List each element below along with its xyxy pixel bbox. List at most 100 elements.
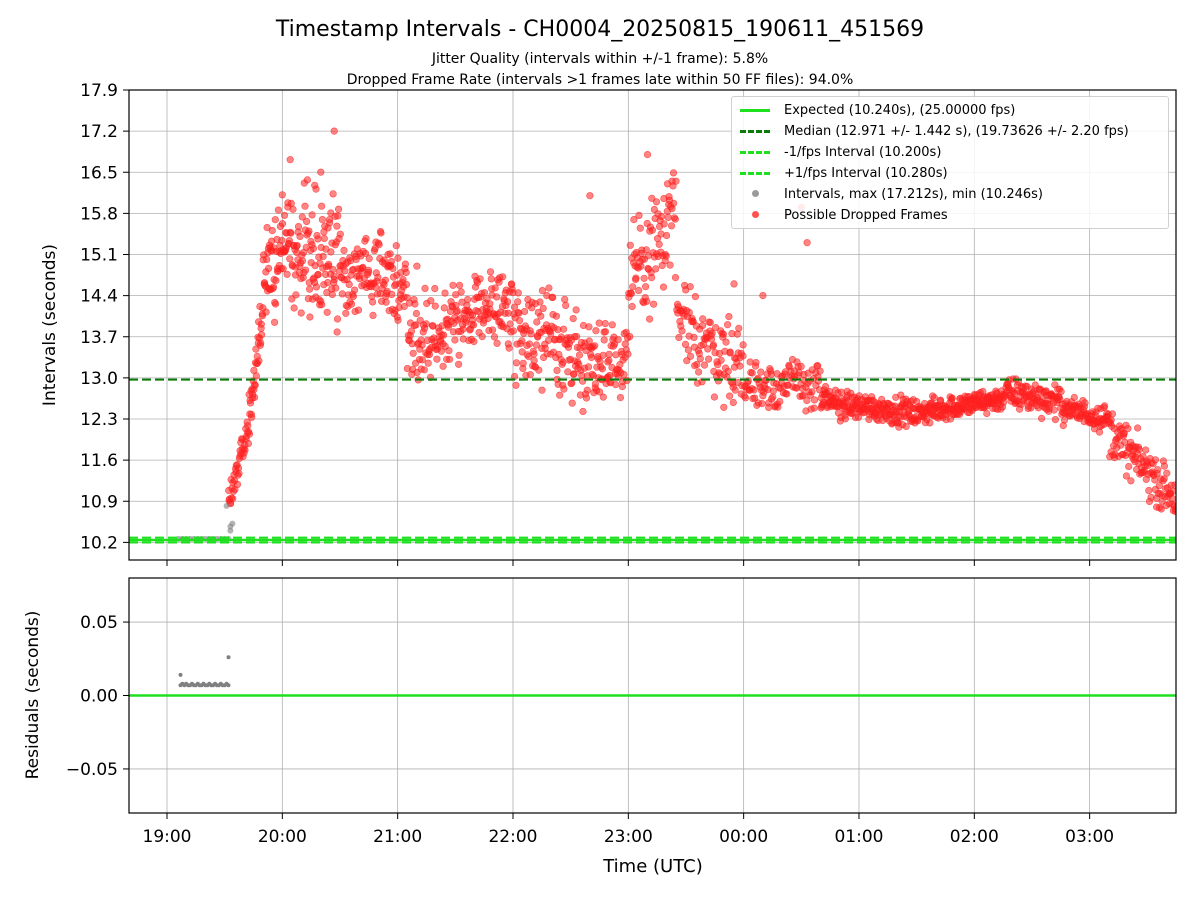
dropped-frame-point <box>314 270 322 279</box>
dropped-frame-point <box>262 308 270 316</box>
dropped-frame-point <box>394 254 402 262</box>
dropped-frame-point <box>547 330 555 338</box>
dropped-frame-point <box>324 279 332 287</box>
dropped-frame-point <box>407 327 416 335</box>
dropped-frame-point <box>1154 466 1162 474</box>
dropped-frame-point <box>595 319 603 327</box>
dropped-frame-point <box>248 413 256 421</box>
dropped-frame-point <box>278 220 287 228</box>
dropped-frame-point <box>1108 410 1117 418</box>
dropped-frame-point <box>669 169 678 177</box>
dropped-frame-point <box>301 202 309 210</box>
dropped-frame-point <box>584 363 593 371</box>
dropped-frame-point <box>1151 456 1160 464</box>
dropped-frame-point <box>486 300 494 308</box>
dropped-frame-point <box>323 308 331 316</box>
dropped-frame-point <box>512 359 521 367</box>
dropped-frame-point <box>269 283 278 291</box>
dropped-frame-point <box>229 495 237 503</box>
dropped-frame-point <box>278 191 286 199</box>
chart-subtitle-jitter: Jitter Quality (intervals within +/-1 fr… <box>431 51 768 67</box>
dropped-frame-point <box>476 275 484 283</box>
dropped-frame-point <box>418 341 426 349</box>
dropped-frame-point <box>699 315 707 323</box>
dropped-frame-point <box>330 276 338 284</box>
dropped-frame-point <box>451 336 459 344</box>
dropped-frame-point <box>562 301 570 310</box>
x-tick-label: 22:00 <box>488 827 537 847</box>
dropped-frame-point <box>601 328 610 336</box>
dropped-frame-point <box>648 226 657 234</box>
dropped-frame-point <box>1100 402 1109 410</box>
dropped-frame-point <box>591 380 600 388</box>
dropped-frame-point <box>427 297 435 305</box>
dropped-frame-point <box>1157 505 1165 513</box>
dropped-frame-point <box>643 297 651 305</box>
dropped-frame-point <box>489 326 497 334</box>
dropped-frame-point <box>333 315 342 323</box>
dropped-frame-point <box>700 361 709 369</box>
dropped-frame-point <box>340 246 348 254</box>
dropped-frame-point <box>769 393 777 401</box>
dropped-frame-point <box>691 293 700 301</box>
dropped-frame-point <box>441 289 449 297</box>
top-y-tick-label: 13.0 <box>80 369 118 389</box>
dropped-frame-point <box>587 353 596 362</box>
dropped-frame-point <box>431 302 439 310</box>
dropped-frame-point <box>525 340 534 348</box>
dropped-frame-point <box>319 252 327 260</box>
x-tick-label: 03:00 <box>1065 827 1114 847</box>
dropped-frame-point <box>739 352 747 360</box>
dropped-frame-point <box>729 398 737 407</box>
dropped-frame-point <box>486 268 495 276</box>
dropped-frame-point <box>280 211 289 219</box>
dropped-frame-point <box>671 215 679 223</box>
dropped-frame-point <box>930 394 938 402</box>
dropped-frame-point <box>681 340 690 349</box>
dropped-frame-point <box>575 360 583 368</box>
dropped-frame-point <box>437 347 446 355</box>
residuals-plot: 19:00 20:00 21:00 22:00 23:00 00:00 01:00 02:00… <box>66 577 1177 847</box>
dropped-frame-point <box>1057 387 1065 396</box>
top-y-tick-label: 17.2 <box>80 122 118 142</box>
legend-label: Intervals, max (17.212s), min (10.246s) <box>784 186 1043 202</box>
dropped-frame-point <box>278 236 286 244</box>
dropped-frame-point <box>519 359 527 367</box>
dropped-frame-point <box>725 313 733 321</box>
dropped-frame-point <box>1133 424 1142 432</box>
dropped-frame-point <box>361 249 370 257</box>
dropped-frame-point <box>271 318 279 326</box>
dropped-frame-point <box>748 369 756 377</box>
dropped-frame-point <box>585 337 593 345</box>
dropped-frame-point <box>298 257 307 265</box>
dropped-frame-point <box>545 284 553 292</box>
bottom-y-tick-label: −0.05 <box>66 760 118 780</box>
dropped-frame-point <box>657 213 666 221</box>
dropped-frame-point <box>666 261 674 269</box>
dropped-frame-point <box>453 307 461 315</box>
dropped-frame-point <box>726 348 734 356</box>
legend: Expected (10.240s), (25.00000 fps) Media… <box>731 96 1169 229</box>
x-axis-label: Time (UTC) <box>602 856 703 877</box>
dropped-frame-point <box>723 321 732 329</box>
dropped-frame-point <box>290 304 298 312</box>
interval-point <box>223 502 230 509</box>
dropped-frame-point <box>421 284 429 293</box>
dropped-frame-point <box>274 206 283 214</box>
dropped-frame-point <box>317 168 325 176</box>
dropped-frame-point <box>706 318 714 327</box>
dropped-frame-point <box>671 274 680 282</box>
dropped-frame-point <box>690 333 698 342</box>
dropped-frame-point <box>469 321 478 329</box>
dropped-frame-point <box>926 419 934 427</box>
dropped-frame-point <box>527 330 535 338</box>
x-tick-label: 00:00 <box>719 827 768 847</box>
dropped-frame-point <box>914 417 922 425</box>
dropped-frame-point <box>560 385 568 393</box>
top-y-tick-label: 10.2 <box>80 533 118 553</box>
top-y-tick-label: 12.3 <box>80 410 118 430</box>
legend-key-minus-fps <box>738 146 774 158</box>
legend-key-expected <box>738 104 774 116</box>
dropped-frame-point <box>457 288 465 296</box>
dropped-frame-point <box>741 394 750 402</box>
